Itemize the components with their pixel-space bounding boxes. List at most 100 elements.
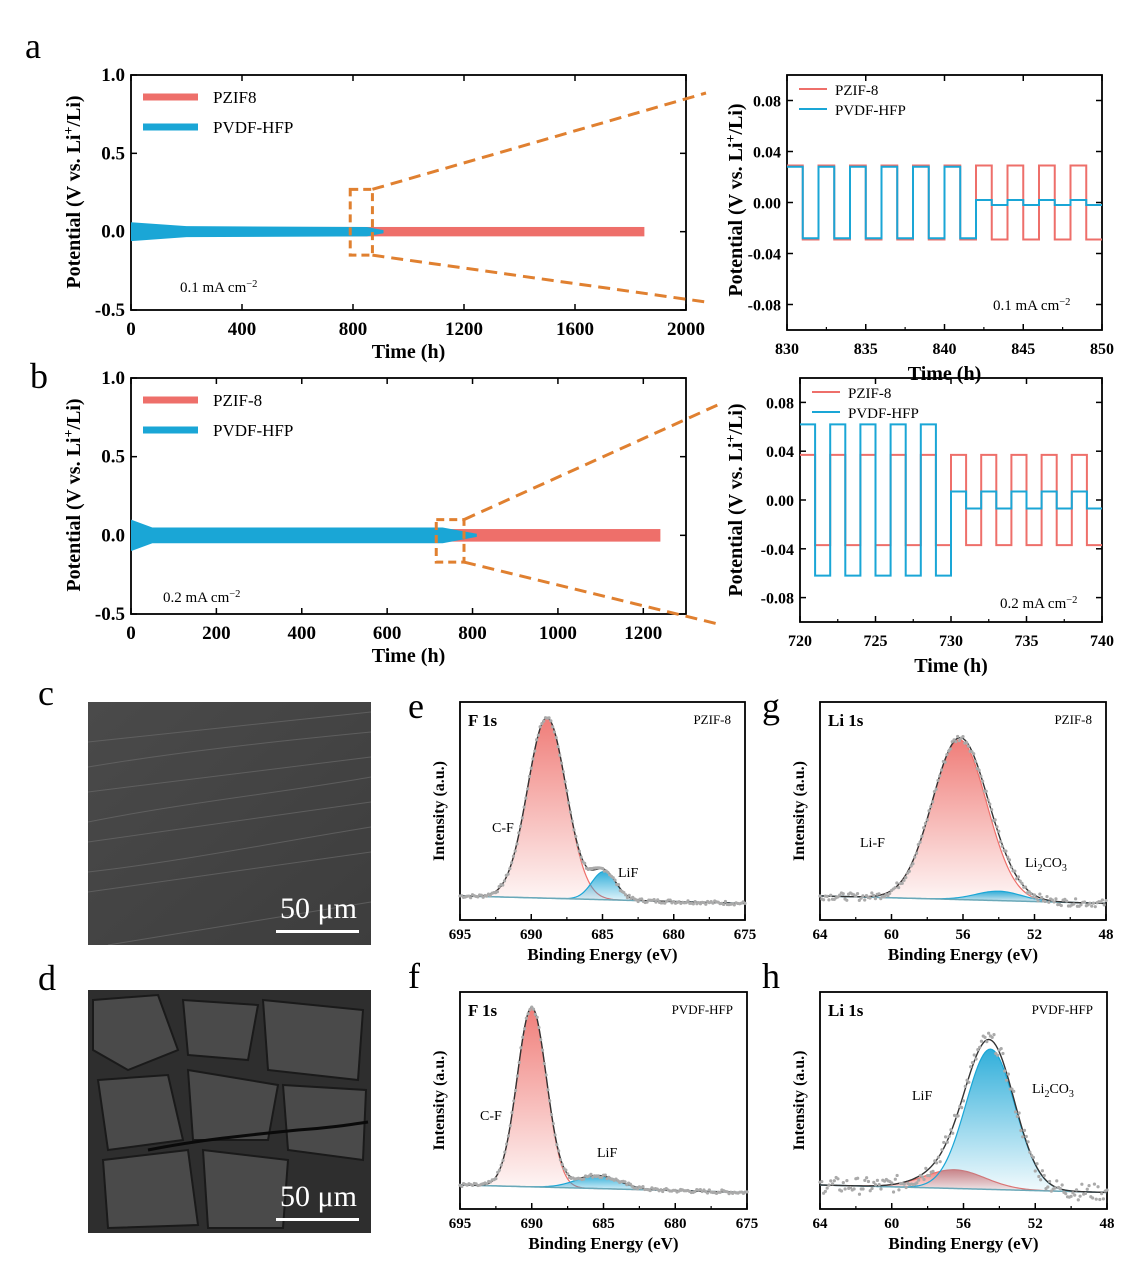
h-ylabel: Intensity (a.u.) — [791, 1050, 808, 1150]
a-inset-xtick-label: 845 — [1011, 341, 1035, 358]
a-main-xtick-label: 400 — [228, 319, 257, 340]
g-scatter-point — [1090, 904, 1094, 908]
g-scatter-point — [927, 809, 931, 813]
b-main-series-pvdf — [131, 519, 477, 552]
h-scatter-point — [1010, 1087, 1014, 1091]
g-scatter-point — [1013, 869, 1017, 873]
panel-label-a: a — [25, 26, 41, 66]
g-scatter-point — [997, 829, 1001, 833]
f-scatter-point — [521, 1035, 525, 1039]
f-scatter-point — [510, 1111, 514, 1115]
g-scatter-point — [1043, 899, 1047, 904]
e-sample: PZIF-8 — [693, 712, 731, 727]
g-scatter-point — [1059, 903, 1063, 908]
f-scatter-point — [745, 1190, 749, 1194]
g-sample: PZIF-8 — [1054, 712, 1092, 727]
h-scatter-point — [943, 1135, 948, 1139]
a-main-ylabel: Potential (V vs. Li+/Li) — [62, 95, 85, 288]
h-scatter-point — [960, 1106, 964, 1110]
g-scatter-point — [918, 840, 922, 844]
h-scatter-point — [1073, 1193, 1077, 1197]
f-scatter-point — [539, 1038, 543, 1042]
b-main-xtick-label: 1000 — [539, 623, 577, 644]
b-inset-legend-label-pvdf: PVDF-HFP — [848, 406, 919, 422]
e-scatter-point — [568, 810, 573, 814]
g-scatter-point — [907, 869, 911, 873]
a-main-frame — [130, 74, 687, 311]
h-scatter-point — [949, 1128, 953, 1132]
f-xtick-label: 695 — [449, 1216, 472, 1232]
g-scatter-point — [966, 744, 970, 748]
e-scatter-point — [691, 902, 695, 906]
scale-label-d: 50 μm — [280, 1180, 357, 1213]
h-scatter-point — [1035, 1162, 1039, 1166]
g-scatter-point — [1074, 897, 1078, 901]
h-scatter-point — [931, 1169, 935, 1174]
panel-label-b: b — [30, 356, 48, 396]
h-peak-fill-1 — [820, 1049, 1107, 1193]
h-scatter-point — [967, 1080, 971, 1084]
h-scatter-point — [904, 1185, 908, 1190]
b-main-ytick-label: -0.5 — [95, 604, 125, 625]
g-scatter-point — [893, 886, 897, 890]
g-scatter-point — [993, 818, 997, 822]
g-xtick-label: 56 — [956, 927, 972, 943]
g-scatter-point — [854, 894, 858, 898]
e-scatter-point — [704, 902, 708, 906]
g-scatter-point — [1093, 905, 1097, 909]
e-scatter-point — [558, 753, 562, 757]
g-xtick-label: 52 — [1027, 927, 1042, 943]
f-scatter-point — [641, 1185, 645, 1189]
g-scatter-point — [938, 774, 942, 778]
b-main-legend-label-pzif: PZIF-8 — [213, 391, 262, 410]
b-inset-xtick-label: 740 — [1090, 633, 1114, 650]
sem-texture-d — [88, 990, 371, 1233]
h-scatter-point — [1001, 1051, 1005, 1056]
h-scatter-point — [852, 1187, 856, 1191]
a-zoom-connector-bottom — [372, 253, 707, 304]
e-scatter-point — [534, 738, 539, 742]
h-scatter-point — [945, 1140, 949, 1144]
e-scatter-point — [606, 870, 610, 874]
h-scatter-point — [1028, 1150, 1032, 1154]
e-peak-label-1: LiF — [618, 866, 638, 881]
f-scatter-point — [533, 1012, 537, 1016]
h-scatter-point — [1013, 1110, 1018, 1114]
g-scatter-point — [998, 840, 1003, 844]
g-scatter-point — [964, 741, 969, 745]
a-main-ytick-label: 0.0 — [101, 222, 125, 243]
h-sample: PVDF-HFP — [1032, 1002, 1093, 1017]
e-scatter-point — [495, 890, 500, 894]
f-scatter-point — [499, 1163, 503, 1167]
g-scatter-point — [956, 734, 960, 739]
h-scatter-point — [1058, 1187, 1062, 1191]
g-scatter-point — [1072, 902, 1076, 906]
h-scatter-point — [1004, 1078, 1009, 1082]
h-scatter-point — [1078, 1194, 1082, 1198]
h-scatter-point — [863, 1178, 867, 1182]
e-peak-fill-1 — [460, 871, 745, 904]
h-scatter-point — [874, 1183, 878, 1187]
g-scatter-point — [911, 862, 915, 866]
g-scatter-point — [916, 842, 920, 847]
g-scatter-point — [900, 881, 904, 885]
g-scatter-point — [1102, 903, 1106, 907]
f-scatter-point — [707, 1188, 711, 1192]
g-scatter-point — [838, 893, 842, 897]
g-scatter-point — [972, 752, 976, 756]
h-scatter-point — [951, 1131, 955, 1135]
f-scatter-point — [460, 1184, 464, 1189]
h-scatter-point — [1017, 1111, 1021, 1115]
g-scatter-point — [873, 897, 878, 901]
h-xtick-label: 56 — [956, 1216, 972, 1232]
g-scatter-point — [897, 885, 901, 890]
g-scatter-point — [914, 851, 919, 855]
h-scatter-point — [995, 1053, 1000, 1057]
a-zoom-box — [348, 187, 374, 257]
f-scatter-point — [514, 1088, 518, 1093]
b-main-ytick-label: 0.5 — [101, 447, 125, 468]
a-main-series-pvdf — [131, 222, 384, 242]
f-scatter-point — [549, 1112, 554, 1117]
e-scatter-point — [640, 897, 644, 901]
b-inset-ytick-label: 0.00 — [766, 493, 794, 510]
